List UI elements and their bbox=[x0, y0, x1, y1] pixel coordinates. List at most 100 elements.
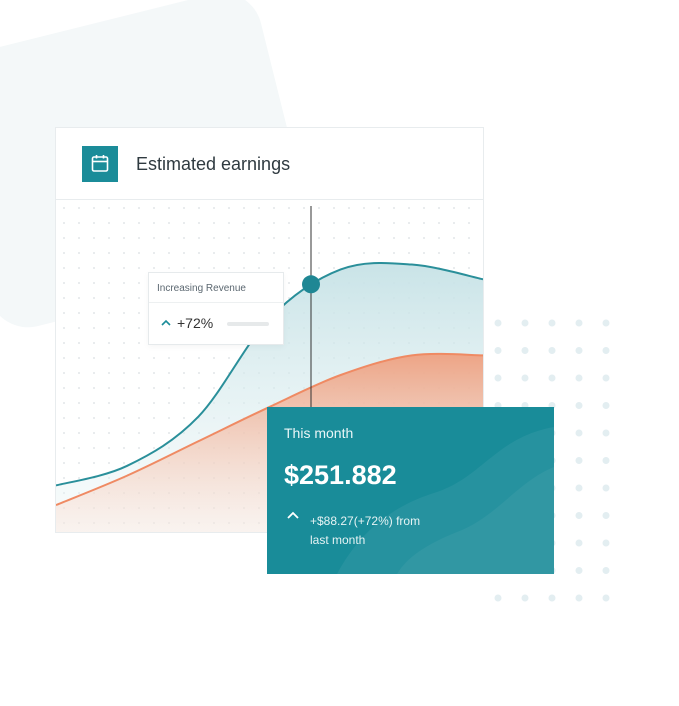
grid-dot bbox=[63, 402, 65, 404]
grid-dot bbox=[288, 297, 290, 299]
grid-dot bbox=[78, 342, 80, 344]
grid-dot bbox=[318, 222, 320, 224]
grid-dot bbox=[63, 477, 65, 479]
grid-dot bbox=[108, 417, 110, 419]
grid-dot bbox=[273, 207, 275, 209]
grid-dot bbox=[378, 252, 380, 254]
decor-dot bbox=[575, 512, 583, 519]
grid-dot bbox=[153, 237, 155, 239]
grid-dot bbox=[138, 417, 140, 419]
grid-dot bbox=[243, 267, 245, 269]
grid-dot bbox=[453, 252, 455, 254]
grid-dot bbox=[93, 417, 95, 419]
grid-dot bbox=[78, 357, 80, 359]
grid-dot bbox=[168, 372, 170, 374]
grid-dot bbox=[183, 252, 185, 254]
decor-dot bbox=[521, 347, 529, 354]
grid-dot bbox=[93, 372, 95, 374]
grid-dot bbox=[63, 342, 65, 344]
grid-dot bbox=[138, 357, 140, 359]
grid-dot bbox=[93, 432, 95, 434]
grid-dot bbox=[303, 267, 305, 269]
grid-dot bbox=[198, 387, 200, 389]
grid-dot bbox=[138, 207, 140, 209]
grid-dot bbox=[93, 312, 95, 314]
grid-dot bbox=[303, 207, 305, 209]
grid-dot bbox=[108, 267, 110, 269]
grid-dot bbox=[468, 237, 470, 239]
decor-dot bbox=[548, 374, 556, 382]
grid-dot bbox=[288, 267, 290, 269]
grid-dot bbox=[273, 267, 275, 269]
grid-dot bbox=[123, 252, 125, 254]
decor-dot bbox=[602, 567, 610, 574]
decor-dot bbox=[575, 567, 583, 574]
grid-dot bbox=[348, 252, 350, 254]
hover-point-marker[interactable] bbox=[302, 275, 320, 294]
grid-dot bbox=[123, 207, 125, 209]
grid-dot bbox=[438, 252, 440, 254]
decor-dot bbox=[521, 594, 529, 602]
grid-dot bbox=[108, 282, 110, 284]
grid-dot bbox=[258, 252, 260, 254]
card-wave-decoration bbox=[337, 427, 554, 574]
calendar-icon-box[interactable] bbox=[82, 146, 118, 182]
grid-dot bbox=[78, 222, 80, 224]
decor-dot bbox=[494, 347, 502, 354]
grid-dot bbox=[153, 432, 155, 434]
grid-dot bbox=[108, 342, 110, 344]
grid-dot bbox=[198, 357, 200, 359]
grid-dot bbox=[138, 327, 140, 329]
grid-dot bbox=[153, 417, 155, 419]
grid-dot bbox=[213, 222, 215, 224]
grid-dot bbox=[108, 237, 110, 239]
decor-dot bbox=[548, 347, 556, 354]
grid-dot bbox=[213, 267, 215, 269]
grid-dot bbox=[333, 207, 335, 209]
tooltip-value: +72% bbox=[177, 315, 214, 331]
grid-dot bbox=[93, 342, 95, 344]
decor-dot bbox=[575, 457, 583, 464]
grid-dot bbox=[63, 327, 65, 329]
grid-dot bbox=[78, 312, 80, 314]
grid-dot bbox=[138, 342, 140, 344]
grid-dot bbox=[153, 207, 155, 209]
grid-dot bbox=[78, 237, 80, 239]
grid-dot bbox=[138, 237, 140, 239]
grid-dot bbox=[78, 372, 80, 374]
grid-dot bbox=[63, 252, 65, 254]
grid-dot bbox=[63, 282, 65, 284]
decor-dot bbox=[575, 484, 583, 492]
grid-dot bbox=[228, 267, 230, 269]
grid-dot bbox=[78, 402, 80, 404]
grid-dot bbox=[423, 237, 425, 239]
grid-dot bbox=[78, 387, 80, 389]
grid-dot bbox=[108, 432, 110, 434]
grid-dot bbox=[468, 252, 470, 254]
change-line-2: last month bbox=[310, 533, 366, 547]
increasing-revenue-tooltip: Increasing Revenue +72% bbox=[148, 272, 284, 345]
grid-dot bbox=[438, 207, 440, 209]
grid-dot bbox=[183, 387, 185, 389]
grid-dot bbox=[78, 327, 80, 329]
grid-dot bbox=[228, 222, 230, 224]
decor-dot bbox=[575, 374, 583, 382]
grid-dot bbox=[243, 222, 245, 224]
grid-dot bbox=[333, 237, 335, 239]
grid-dot bbox=[198, 237, 200, 239]
grid-dot bbox=[363, 207, 365, 209]
grid-dot bbox=[408, 237, 410, 239]
grid-dot bbox=[393, 222, 395, 224]
grid-dot bbox=[63, 462, 65, 464]
grid-dot bbox=[108, 387, 110, 389]
grid-dot bbox=[423, 207, 425, 209]
grid-dot bbox=[153, 252, 155, 254]
grid-dot bbox=[78, 417, 80, 419]
grid-dot bbox=[138, 387, 140, 389]
grid-dot bbox=[93, 357, 95, 359]
grid-dot bbox=[363, 252, 365, 254]
grid-dot bbox=[78, 252, 80, 254]
tooltip-bar bbox=[227, 322, 269, 326]
grid-dot bbox=[153, 267, 155, 269]
grid-dot bbox=[93, 387, 95, 389]
